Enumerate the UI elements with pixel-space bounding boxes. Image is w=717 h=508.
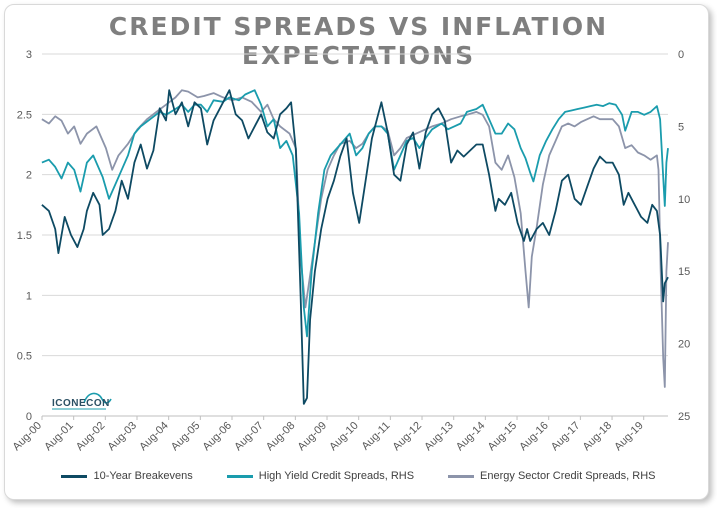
x-tick-label: Aug-19 xyxy=(612,420,646,454)
logo-wave-icon xyxy=(52,392,112,410)
legend-swatch-energy xyxy=(448,474,475,478)
left-tick-label: 2 xyxy=(26,170,32,182)
x-tick-label: Aug-17 xyxy=(549,420,583,454)
x-tick-label: Aug-12 xyxy=(391,420,425,454)
right-tick-label: 0 xyxy=(678,49,684,61)
right-tick-label: 20 xyxy=(678,339,690,351)
x-tick-label: Aug-09 xyxy=(296,420,330,454)
left-tick-label: 0 xyxy=(26,411,32,423)
legend-item-breakevens: 10-Year Breakevens xyxy=(61,470,193,482)
legend-label-breakevens: 10-Year Breakevens xyxy=(93,470,193,482)
chart-frame xyxy=(4,4,709,500)
x-tick-label: Aug-01 xyxy=(42,420,76,454)
right-tick-label: 15 xyxy=(678,266,690,278)
legend-item-energy: Energy Sector Credit Spreads, RHS xyxy=(448,470,656,482)
x-tick-label: Aug-18 xyxy=(581,420,615,454)
x-tick-label: Aug-11 xyxy=(359,420,392,453)
left-tick-label: 3 xyxy=(26,49,32,61)
iconecon-logo: ICONECON xyxy=(52,389,112,411)
right-tick-label: 5 xyxy=(678,121,684,133)
legend-label-high-yield: High Yield Credit Spreads, RHS xyxy=(258,470,415,482)
legend-swatch-breakevens xyxy=(61,474,88,478)
left-tick-label: 2.5 xyxy=(17,109,32,121)
left-tick-label: 1 xyxy=(26,290,32,302)
chart-title: CREDIT SPREADS VS INFLATION EXPECTATIONS xyxy=(108,12,609,70)
chart-legend: 10-Year Breakevens High Yield Credit Spr… xyxy=(0,470,717,482)
legend-item-high-yield: High Yield Credit Spreads, RHS xyxy=(226,470,415,482)
x-tick-label: Aug-05 xyxy=(169,420,203,454)
x-tick-label: Aug-08 xyxy=(264,420,298,454)
x-tick-label: Aug-14 xyxy=(454,420,488,454)
legend-label-energy: Energy Sector Credit Spreads, RHS xyxy=(480,470,656,482)
x-tick-label: Aug-04 xyxy=(137,420,171,454)
x-tick-label: Aug-03 xyxy=(106,420,140,454)
x-tick-label: Aug-06 xyxy=(201,420,235,454)
x-tick-label: Aug-16 xyxy=(517,420,551,454)
right-tick-label: 25 xyxy=(678,411,690,423)
x-tick-label: Aug-02 xyxy=(74,420,108,454)
left-tick-label: 0.5 xyxy=(17,351,32,363)
x-tick-label: Aug-07 xyxy=(232,420,266,454)
left-tick-label: 1.5 xyxy=(17,230,32,242)
x-tick-label: Aug-00 xyxy=(11,420,45,454)
right-tick-label: 10 xyxy=(678,194,690,206)
series-line-breakevens xyxy=(41,89,669,405)
logo-text: ICONECON xyxy=(52,398,110,409)
x-tick-label: Aug-10 xyxy=(327,420,361,454)
legend-swatch-high-yield xyxy=(226,474,253,478)
series-line-energy xyxy=(41,89,669,388)
x-tick-label: Aug-15 xyxy=(486,420,520,454)
x-tick-label: Aug-13 xyxy=(422,420,456,454)
